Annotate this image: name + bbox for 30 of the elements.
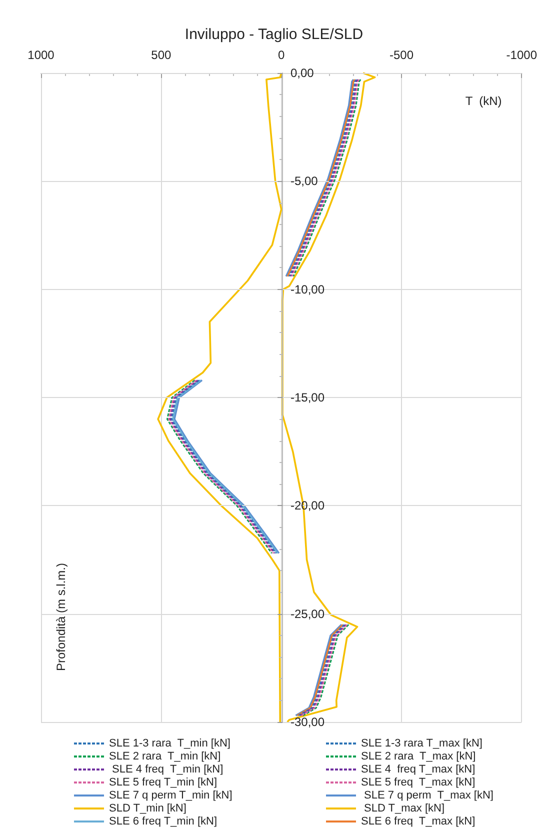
x-tick-label: 1000 xyxy=(28,48,55,62)
y-tick-label: -20,00 xyxy=(290,498,325,513)
legend-label: SLE 1-3 rara T_max [kN] xyxy=(361,738,482,750)
chart-title: Inviluppo - Taglio SLE/SLD xyxy=(184,26,364,43)
legend-label: SLD T_max [kN] xyxy=(361,802,445,814)
legend-label: SLE 7 q perm T_min [kN] xyxy=(109,790,232,802)
legend-label: SLD T_min [kN] xyxy=(109,802,186,814)
x-tick-label: 500 xyxy=(151,48,172,62)
y-tick-label: -30,00 xyxy=(290,715,325,729)
legend-label: SLE 1-3 rara T_min [kN] xyxy=(109,738,230,750)
legend-label: SLE 2 rara T_max [kN] xyxy=(361,750,476,762)
y-tick-label: -5,00 xyxy=(290,174,318,188)
y-tick-label: -25,00 xyxy=(290,606,325,621)
legend-label: SLE 6 freq T_max [kN] xyxy=(361,816,476,828)
x-tick-label: -500 xyxy=(389,48,414,62)
legend-label: SLE 5 freq T_max [kN] xyxy=(361,776,476,788)
legend-label: SLE 5 freq T_min [kN] xyxy=(109,776,218,788)
x-tick-label: -1000 xyxy=(506,48,538,62)
legend-label: SLE 7 q perm T_max [kN] xyxy=(361,790,494,802)
legend-label: SLE 2 rara T_min [kN] xyxy=(109,750,221,762)
y-axis-title: Profondità (m s.l.m.) xyxy=(54,562,68,672)
legend-label: SLE 4 freq T_max [kN] xyxy=(361,764,476,776)
legend-label: SLE 4 freq T_min [kN] xyxy=(109,764,224,776)
x-tick-label: 0 xyxy=(278,48,285,62)
legend-label: SLE 6 freq T_min [kN] xyxy=(109,816,218,828)
y-tick-label: 0,00 xyxy=(290,66,314,80)
x-axis-title: T (kN) xyxy=(465,94,502,108)
y-tick-label: -15,00 xyxy=(290,390,325,404)
y-tick-label: -10,00 xyxy=(290,282,325,296)
line-series xyxy=(157,72,282,723)
